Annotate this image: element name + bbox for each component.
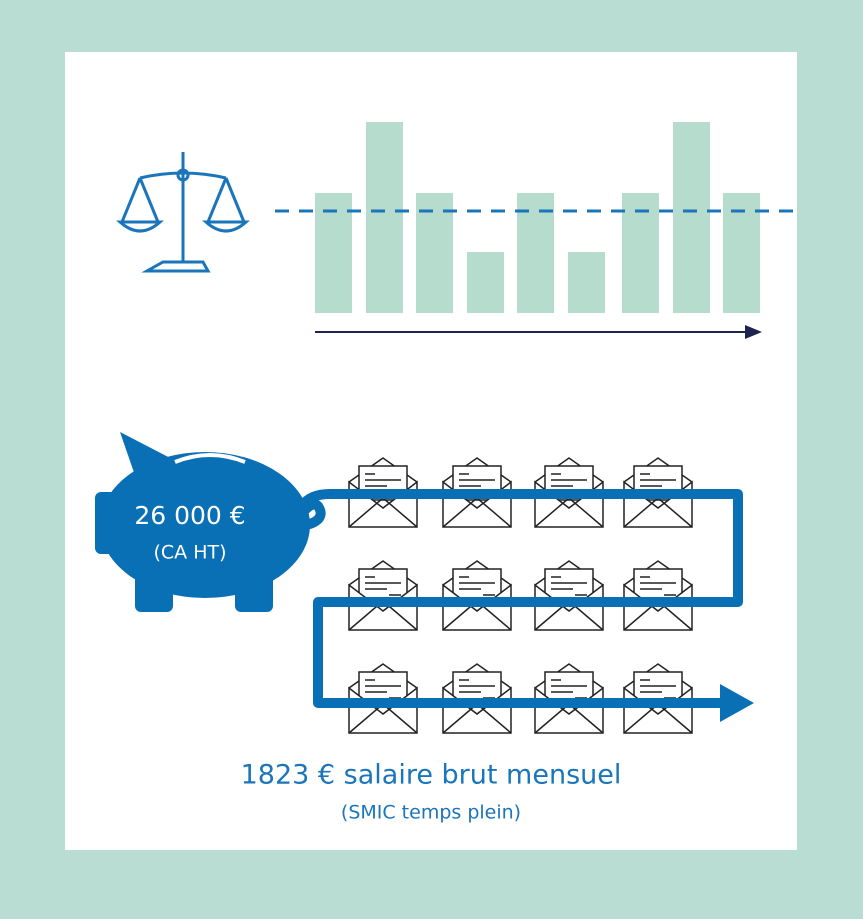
infographic: 26 000 € (CA HT) 1823 € salaire brut men… [0,0,863,919]
salary-note: (SMIC temps plein) [341,802,521,824]
payslip [349,561,417,630]
payslip [624,561,692,630]
bar [568,252,605,313]
bar [673,122,710,313]
payslip [535,561,603,630]
bar [467,252,504,313]
payslip [443,561,511,630]
amount: 26 000 € [134,501,245,530]
salary: 1823 € salaire brut mensuel [241,760,622,791]
amount-note: (CA HT) [153,542,226,564]
bar [366,122,403,313]
